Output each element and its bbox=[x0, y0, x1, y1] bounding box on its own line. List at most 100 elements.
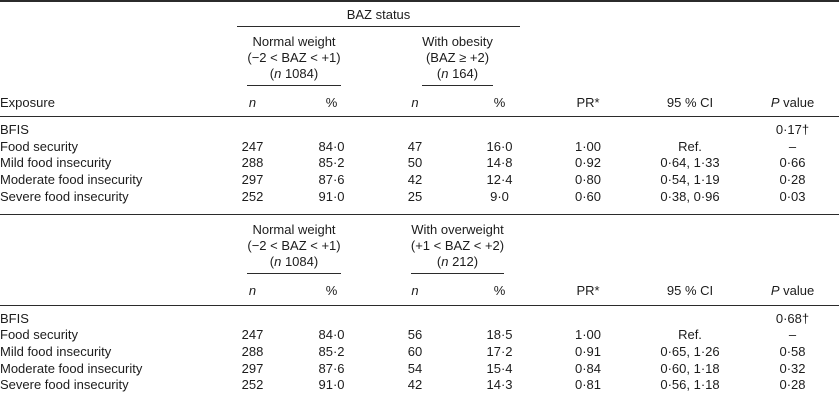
cell-n1: 297 bbox=[241, 171, 264, 187]
cell-pvalue: – bbox=[788, 138, 797, 154]
cell-pct2: 16·0 bbox=[486, 138, 513, 154]
cell-pct2: 9·0 bbox=[457, 188, 542, 216]
group-count: (n 1084) bbox=[269, 254, 319, 270]
cell-pct2 bbox=[457, 117, 542, 139]
cell-n1: 252 bbox=[215, 188, 290, 216]
cell-n2: 54 bbox=[407, 360, 423, 376]
n-column-header: n bbox=[373, 85, 457, 118]
group-header-with-obesity-cell: With obesity (BAZ ≥ +2) (n 164) bbox=[373, 27, 542, 86]
cell-n2: 50 bbox=[407, 155, 423, 171]
pvalue-column-header: P value bbox=[746, 274, 839, 306]
row-label: Moderate food insecurity bbox=[0, 360, 143, 376]
empty-cell bbox=[746, 1, 839, 27]
group-range: (BAZ ≥ +2) bbox=[425, 49, 490, 65]
table-row: Food security 247 84·0 47 16·0 1·00 Ref.… bbox=[0, 139, 839, 156]
empty-cell bbox=[746, 215, 839, 275]
table-row: Normal weight (−2 < BAZ < +1) (n 1084) W… bbox=[0, 215, 839, 275]
cell-pct1 bbox=[290, 117, 373, 139]
cell-ci: Ref. bbox=[678, 138, 702, 154]
group-header-with-overweight: With overweight (+1 < BAZ < +2) (n 212) bbox=[410, 222, 505, 275]
cell-n2: 25 bbox=[373, 188, 457, 216]
cell-pct2: 14·3 bbox=[457, 377, 542, 401]
cell-pvalue: – bbox=[788, 327, 797, 343]
group-header-normal-weight-cell: Normal weight (−2 < BAZ < +1) (n 1084) bbox=[215, 215, 373, 275]
group-range: (−2 < BAZ < +1) bbox=[247, 238, 341, 254]
cell-pvalue: 0·03 bbox=[746, 188, 839, 216]
empty-cell bbox=[634, 1, 746, 27]
group-header-normal-weight: Normal weight (−2 < BAZ < +1) (n 1084) bbox=[247, 222, 341, 275]
n-symbol: n bbox=[441, 65, 449, 81]
cell-pct1: 91·0 bbox=[290, 377, 373, 401]
cell-n2: 56 bbox=[407, 327, 423, 343]
empty-cell bbox=[542, 1, 634, 27]
row-label: Severe food insecurity bbox=[0, 377, 215, 401]
cell-pr: 0·60 bbox=[542, 188, 634, 216]
empty-cell bbox=[0, 215, 215, 275]
cell-n2: 42 bbox=[373, 377, 457, 401]
group-range: (−2 < BAZ < +1) bbox=[247, 49, 341, 65]
empty-cell bbox=[634, 215, 746, 275]
row-label: Severe food insecurity bbox=[0, 188, 215, 216]
empty-cell bbox=[746, 27, 839, 86]
column-header-row: n % n % PR* 95 % CI P value bbox=[0, 274, 839, 306]
group-count: (n 164) bbox=[436, 65, 479, 81]
cell-pct1: 84·0 bbox=[318, 138, 345, 154]
ci-column-header: 95 % CI bbox=[634, 274, 746, 306]
cell-pvalue: 0·28 bbox=[746, 377, 839, 401]
row-label: Mild food insecurity bbox=[0, 155, 112, 171]
group-header-with-overweight-cell: With overweight (+1 < BAZ < +2) (n 212) bbox=[373, 215, 542, 275]
group-range: (+1 < BAZ < +2) bbox=[410, 238, 505, 254]
n-column-header: n bbox=[215, 85, 290, 118]
cell-pr: 1·00 bbox=[574, 138, 602, 154]
table-row: Moderate food insecurity 297 87·6 54 15·… bbox=[0, 361, 839, 378]
group-count: (n 212) bbox=[436, 254, 479, 270]
pvalue-column-header: P value bbox=[746, 85, 839, 118]
cell-n2 bbox=[373, 305, 457, 327]
cell-pct2: 17·2 bbox=[486, 343, 513, 359]
cell-pr: 0·84 bbox=[574, 360, 602, 376]
pr-column-header: PR* bbox=[542, 85, 634, 118]
table-row: Moderate food insecurity 297 87·6 42 12·… bbox=[0, 172, 839, 189]
cell-pr bbox=[542, 305, 634, 327]
cell-pvalue: 0·68† bbox=[775, 310, 810, 326]
row-label: BFIS bbox=[0, 122, 29, 138]
cell-n2 bbox=[373, 117, 457, 139]
cell-pct2 bbox=[457, 305, 542, 327]
table-row: Food security 247 84·0 56 18·5 1·00 Ref.… bbox=[0, 327, 839, 344]
n-column-header: n bbox=[373, 274, 457, 306]
cell-pct2: 18·5 bbox=[486, 327, 513, 343]
cell-ci: 0·64, 1·33 bbox=[660, 155, 720, 171]
cell-n1: 247 bbox=[241, 327, 264, 343]
percent-column-header: % bbox=[290, 274, 373, 306]
table-row: Severe food insecurity 252 91·0 42 14·3 … bbox=[0, 377, 839, 401]
row-label: Moderate food insecurity bbox=[0, 171, 143, 187]
cell-pr: 0·92 bbox=[574, 155, 602, 171]
cell-pvalue: 0·28 bbox=[779, 171, 806, 187]
baz-status-spanner: BAZ status bbox=[237, 7, 520, 27]
cell-n1: 288 bbox=[241, 155, 264, 171]
row-label: Food security bbox=[0, 138, 79, 154]
exposure-column-header bbox=[0, 274, 215, 306]
n-symbol: n bbox=[274, 254, 282, 270]
empty-cell bbox=[0, 1, 215, 27]
table-row: Normal weight (−2 < BAZ < +1) (n 1084) W… bbox=[0, 27, 839, 86]
table-row: Mild food insecurity 288 85·2 60 17·2 0·… bbox=[0, 344, 839, 361]
cell-pct2: 12·4 bbox=[486, 171, 513, 187]
cell-n1: 252 bbox=[215, 377, 290, 401]
cell-pvalue: 0·32 bbox=[779, 360, 806, 376]
cell-n2: 47 bbox=[407, 138, 423, 154]
row-label: Mild food insecurity bbox=[0, 343, 112, 359]
baz-status-spanner-cell: BAZ status bbox=[215, 1, 542, 27]
cell-ci bbox=[634, 305, 746, 327]
cell-pr: 0·80 bbox=[574, 171, 602, 187]
group-title: With overweight bbox=[411, 222, 504, 238]
group-title: Normal weight bbox=[252, 33, 336, 49]
cell-pvalue: 0·66 bbox=[779, 155, 806, 171]
cell-pct1: 87·6 bbox=[318, 360, 345, 376]
ci-column-header: 95 % CI bbox=[634, 85, 746, 118]
percent-column-header: % bbox=[290, 85, 373, 118]
row-label: Food security bbox=[0, 327, 79, 343]
table-row-bfis: BFIS 0·68† bbox=[0, 305, 839, 327]
